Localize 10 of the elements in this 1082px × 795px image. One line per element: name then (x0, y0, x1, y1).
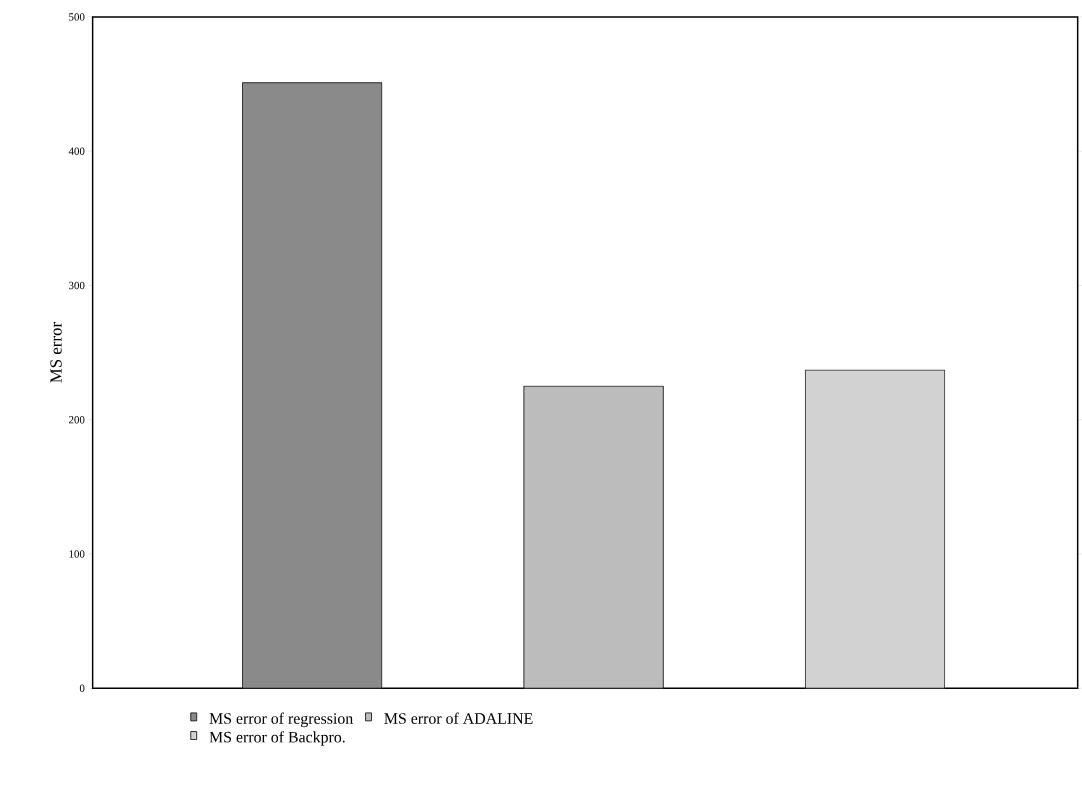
y-tick-label: 200 (69, 416, 85, 424)
y-tick-label: 300 (69, 281, 85, 290)
legend-label: MS error of regression (209, 712, 353, 728)
y-tick-label: 400 (68, 147, 85, 155)
y-tick-label: 0 (79, 684, 85, 693)
legend-label: MS error of ADALINE (384, 712, 533, 724)
legend-label: MS error of Backpro. (209, 731, 345, 746)
y-tick-label: 500 (69, 13, 85, 21)
y-tick-label: 100 (69, 550, 85, 558)
y-axis-title: MS error (50, 322, 62, 383)
